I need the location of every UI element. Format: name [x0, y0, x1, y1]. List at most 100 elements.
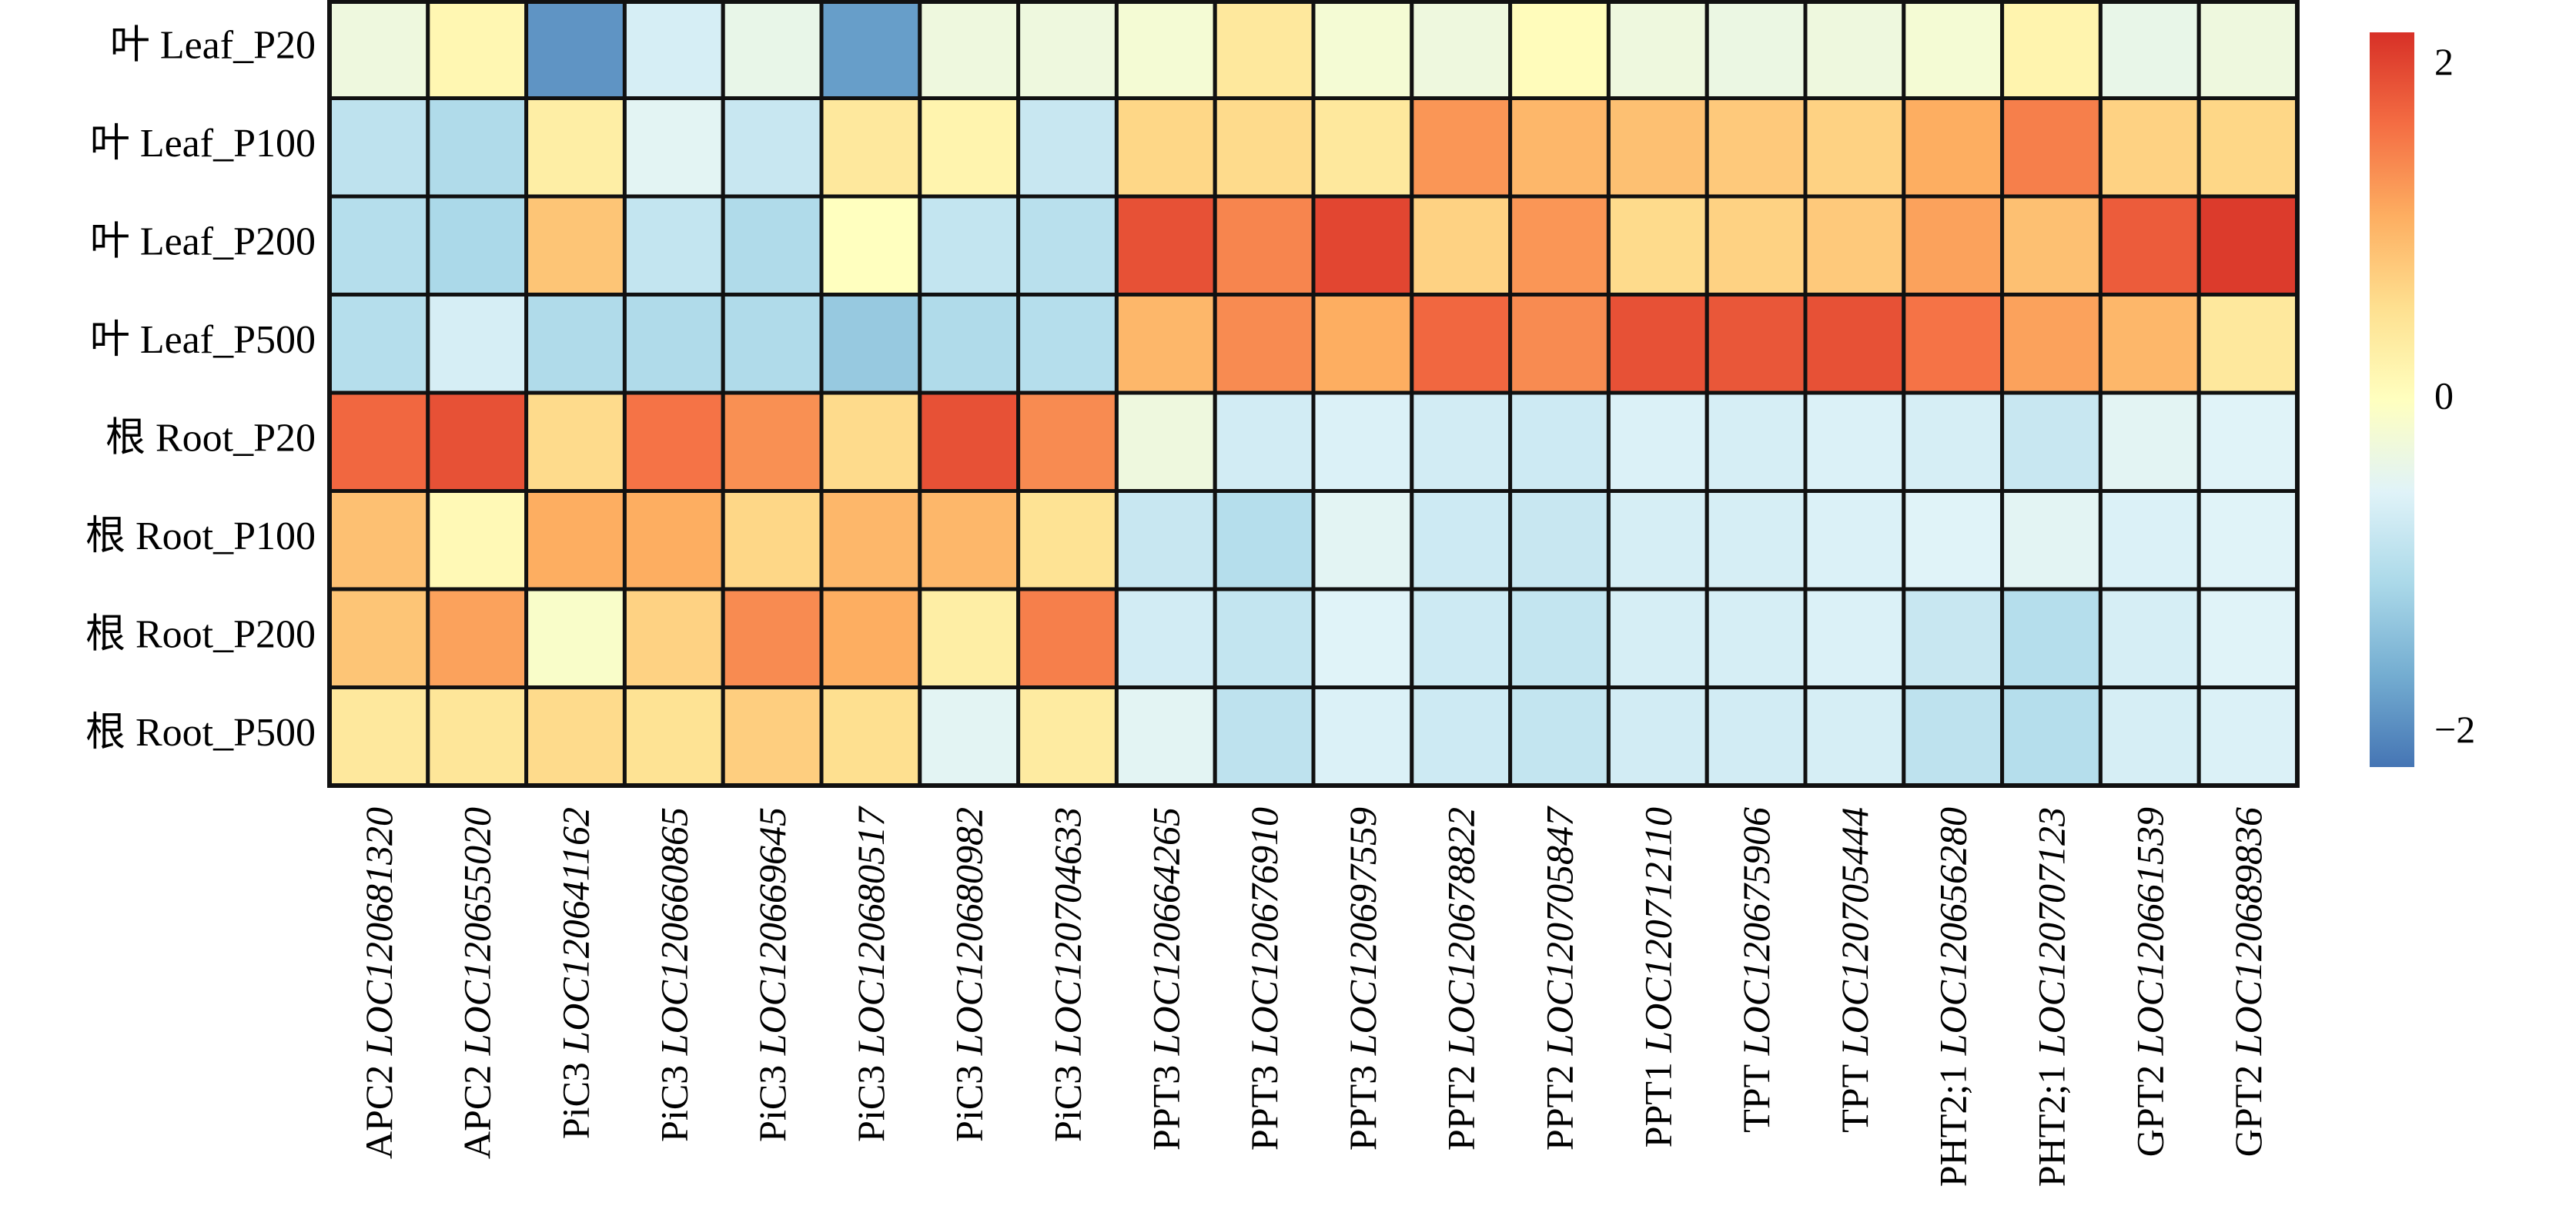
- column-gene-id: LOC120678822: [1440, 807, 1483, 1056]
- column-gene-name: GPT2: [2128, 1055, 2171, 1157]
- column-gene-id: LOC120697559: [1341, 807, 1384, 1056]
- column-label: PiC3 LOC120660865: [652, 807, 695, 1142]
- heatmap-cell: [1016, 293, 1119, 395]
- heatmap-cell: [2196, 390, 2300, 493]
- heatmap-cell: [426, 489, 529, 591]
- heatmap-cell: [1803, 0, 1906, 100]
- heatmap-cell: [1311, 0, 1414, 100]
- heatmap-cell: [524, 293, 627, 395]
- heatmap-cell: [2098, 96, 2201, 199]
- heatmap-cell: [327, 390, 430, 493]
- heatmap-cell: [2000, 194, 2103, 297]
- heatmap-cell: [1508, 96, 1611, 199]
- heatmap-cell: [1705, 293, 1808, 395]
- heatmap-cell: [1410, 390, 1513, 493]
- heatmap-cell: [524, 390, 627, 493]
- heatmap-cell: [1902, 96, 2005, 199]
- heatmap-cell: [2098, 293, 2201, 395]
- heatmap-cell: [918, 96, 1021, 199]
- heatmap-cell: [1410, 685, 1513, 788]
- heatmap-cell: [1016, 390, 1119, 493]
- heatmap-cell: [1311, 489, 1414, 591]
- heatmap-cell: [1114, 489, 1217, 591]
- column-label: PiC3 LOC120641162: [554, 807, 597, 1139]
- row-label: 根 Root_P200: [85, 613, 316, 657]
- column-gene-name: PPT3: [1243, 1055, 1286, 1151]
- heatmap-cell: [1410, 0, 1513, 100]
- heatmap-cell: [1016, 587, 1119, 689]
- heatmap-cell: [1410, 293, 1513, 395]
- heatmap-cells: [327, 0, 2300, 788]
- heatmap-cell: [2098, 390, 2201, 493]
- column-label: PPT3 LOC120664265: [1144, 807, 1187, 1151]
- column-label: PHT2;1 LOC120707123: [2030, 807, 2073, 1187]
- heatmap-cell: [1508, 293, 1611, 395]
- row-label: 叶 Leaf_P500: [90, 318, 316, 362]
- heatmap-cell: [819, 685, 922, 788]
- column-gene-name: PiC3: [751, 1055, 794, 1142]
- column-label: APC2 LOC120681320: [357, 807, 400, 1159]
- heatmap-cell: [1311, 96, 1414, 199]
- heatmap-cell: [918, 194, 1021, 297]
- heatmap-cell: [524, 489, 627, 591]
- heatmap-cell: [426, 587, 529, 689]
- row-label: 根 Root_P100: [85, 514, 316, 558]
- heatmap-cell: [1311, 293, 1414, 395]
- heatmap-cell: [2000, 489, 2103, 591]
- heatmap-cell: [721, 489, 824, 591]
- heatmap-cell: [1705, 390, 1808, 493]
- heatmap-cell: [2000, 0, 2103, 100]
- heatmap-cell: [1902, 0, 2005, 100]
- row-label: 叶 Leaf_P20: [110, 24, 316, 68]
- heatmap-cell: [1213, 390, 1316, 493]
- heatmap-cell: [1705, 685, 1808, 788]
- heatmap-cell: [1902, 587, 2005, 689]
- row-label: 根 Root_P500: [85, 711, 316, 755]
- heatmap-cell: [2098, 685, 2201, 788]
- heatmap-cell: [622, 489, 725, 591]
- heatmap-cell: [1213, 587, 1316, 689]
- column-gene-name: APC2: [357, 1055, 400, 1159]
- heatmap-cell: [1705, 587, 1808, 689]
- heatmap-cell: [426, 390, 529, 493]
- heatmap-cell: [622, 96, 725, 199]
- heatmap-cell: [918, 587, 1021, 689]
- heatmap-cell: [1606, 390, 1709, 493]
- heatmap-cell: [327, 0, 430, 100]
- heatmap-cell: [327, 96, 430, 199]
- column-gene-name: PiC3: [849, 1055, 892, 1142]
- heatmap-cell: [1902, 293, 2005, 395]
- heatmap-cell: [1508, 685, 1611, 788]
- heatmap-cell: [1410, 587, 1513, 689]
- heatmap-cell: [1606, 685, 1709, 788]
- heatmap-cell: [1803, 587, 1906, 689]
- column-gene-name: GPT2: [2226, 1055, 2270, 1157]
- column-gene-id: LOC120655020: [456, 807, 499, 1056]
- heatmap-cell: [1410, 96, 1513, 199]
- heatmap-cell: [2196, 587, 2300, 689]
- heatmap-cell: [1803, 489, 1906, 591]
- heatmap-cell: [2196, 293, 2300, 395]
- column-gene-name: PHT2;1: [1932, 1055, 1975, 1187]
- colorbar-gradient: [2370, 32, 2414, 767]
- column-gene-name: PPT3: [1144, 1055, 1187, 1151]
- heatmap-cell: [819, 96, 922, 199]
- colorbar-tick-label: −2: [2434, 708, 2475, 751]
- heatmap-cell: [1902, 194, 2005, 297]
- column-label: PPT2 LOC120678822: [1440, 807, 1483, 1151]
- heatmap-cell: [426, 96, 529, 199]
- column-gene-id: LOC120705444: [1833, 807, 1876, 1056]
- heatmap-cell: [1114, 587, 1217, 689]
- heatmap-cell: [918, 685, 1021, 788]
- column-gene-id: LOC120705847: [1538, 806, 1581, 1056]
- heatmap-cell: [1311, 194, 1414, 297]
- heatmap-cell: [1508, 390, 1611, 493]
- heatmap-cell: [622, 685, 725, 788]
- heatmap-cell: [426, 0, 529, 100]
- heatmap-cell: [1410, 194, 1513, 297]
- heatmap-cell: [1213, 685, 1316, 788]
- heatmap-cell: [1902, 489, 2005, 591]
- heatmap-cell: [1311, 390, 1414, 493]
- heatmap-cell: [1311, 587, 1414, 689]
